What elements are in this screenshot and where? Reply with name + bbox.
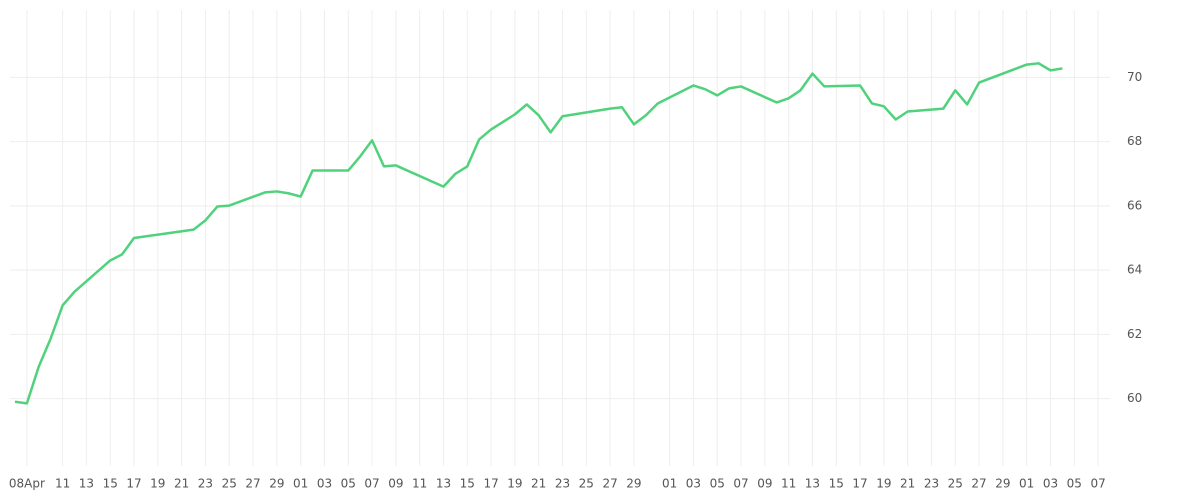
- x-tick-label: 27: [245, 477, 260, 491]
- x-tick-label: 25: [222, 477, 237, 491]
- x-tick-label: 27: [602, 477, 617, 491]
- y-tick-label: 62: [1127, 327, 1142, 341]
- x-tick-label: 25: [579, 477, 594, 491]
- x-tick-label: 17: [483, 477, 498, 491]
- x-tick-label: 23: [555, 477, 570, 491]
- y-tick-label: 60: [1127, 391, 1142, 405]
- x-tick-label: 27: [971, 477, 986, 491]
- x-tick-label: 13: [79, 477, 94, 491]
- x-tick-label: 15: [829, 477, 844, 491]
- x-tick-label: 01: [1019, 477, 1034, 491]
- x-tick-label: 25: [948, 477, 963, 491]
- x-tick-label: 03: [686, 477, 701, 491]
- x-tick-label: 07: [733, 477, 748, 491]
- x-tick-label: 01: [662, 477, 677, 491]
- y-tick-label: 70: [1127, 70, 1142, 84]
- x-tick-label: 11: [55, 477, 70, 491]
- x-tick-label: 03: [1043, 477, 1058, 491]
- x-tick-label: 29: [269, 477, 284, 491]
- x-tick-label: 23: [198, 477, 213, 491]
- x-tick-label: 09: [757, 477, 772, 491]
- x-tick-label: 15: [460, 477, 475, 491]
- x-tick-label: 19: [876, 477, 891, 491]
- x-tick-label: 03: [317, 477, 332, 491]
- x-tick-label: 05: [341, 477, 356, 491]
- x-tick-label: 21: [900, 477, 915, 491]
- x-tick-label: 05: [1067, 477, 1082, 491]
- x-tick-label: 17: [126, 477, 141, 491]
- x-tick-label: 11: [781, 477, 796, 491]
- x-tick-label: 17: [852, 477, 867, 491]
- x-tick-label: 21: [174, 477, 189, 491]
- y-tick-label: 68: [1127, 134, 1142, 148]
- data-line: [14, 62, 1063, 405]
- x-tick-label: 15: [103, 477, 118, 491]
- x-tick-label: 01: [293, 477, 308, 491]
- x-tick-label: 21: [531, 477, 546, 491]
- x-tick-label: 05: [710, 477, 725, 491]
- x-tick-label: 29: [626, 477, 641, 491]
- x-tick-label: 29: [995, 477, 1010, 491]
- y-tick-label: 66: [1127, 198, 1142, 212]
- x-tick-label: 19: [507, 477, 522, 491]
- x-tick-label: 13: [436, 477, 451, 491]
- x-tick-label: 13: [805, 477, 820, 491]
- x-tick-label: 09: [388, 477, 403, 491]
- x-tick-label: 07: [1090, 477, 1105, 491]
- x-tick-label: 07: [364, 477, 379, 491]
- x-tick-label: 11: [412, 477, 427, 491]
- x-tick-label: 19: [150, 477, 165, 491]
- y-tick-label: 64: [1127, 263, 1142, 277]
- x-tick-label: 23: [924, 477, 939, 491]
- x-tick-label: 08Apr: [9, 477, 45, 491]
